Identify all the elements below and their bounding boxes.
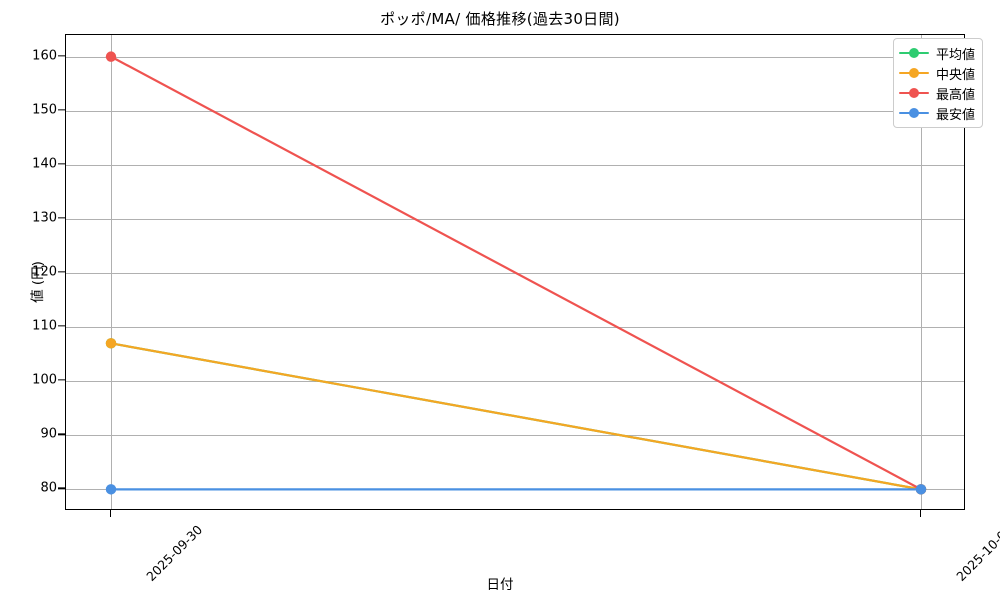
series-layer xyxy=(105,51,927,495)
data-point-marker xyxy=(915,484,927,495)
gridline-vertical xyxy=(921,35,922,509)
gridline-horizontal xyxy=(66,164,964,166)
y-tick-mark xyxy=(58,325,65,327)
chart-legend: 平均値中央値最高値最安値 xyxy=(893,38,984,128)
y-tick-label: 80 xyxy=(40,480,57,496)
y-tick-mark xyxy=(58,379,65,381)
y-tick-mark xyxy=(58,163,65,165)
y-tick-label: 140 xyxy=(32,156,57,172)
data-point-marker xyxy=(105,484,117,495)
y-tick-label: 120 xyxy=(32,264,57,280)
legend-label: 最安値 xyxy=(936,107,976,123)
x-tick-mark xyxy=(920,510,922,517)
gridline-horizontal xyxy=(66,218,964,220)
legend-label: 最高値 xyxy=(936,87,976,103)
gridline-horizontal xyxy=(66,327,964,329)
legend-swatch-icon xyxy=(899,106,929,120)
y-tick-mark xyxy=(58,433,65,435)
gridline-vertical xyxy=(111,35,112,509)
series-line-中央値 xyxy=(109,342,923,491)
y-tick-mark xyxy=(58,109,65,111)
y-tick-label: 90 xyxy=(40,426,57,442)
gridline-horizontal xyxy=(66,381,964,383)
data-point-marker xyxy=(105,338,117,349)
chart-title: ポッポ/MA/ 価格推移(過去30日間) xyxy=(380,10,620,28)
x-tick-mark xyxy=(110,510,112,517)
y-tick-label: 100 xyxy=(32,372,57,388)
data-point-marker xyxy=(105,51,117,62)
y-tick-mark xyxy=(58,217,65,219)
series-line-最高値 xyxy=(109,55,923,491)
legend-label: 中央値 xyxy=(936,67,976,83)
legend-item-中央値[interactable]: 中央値 xyxy=(899,63,975,83)
y-tick-label: 110 xyxy=(32,318,57,334)
legend-swatch-icon xyxy=(899,86,929,100)
y-tick-mark xyxy=(58,487,65,490)
y-tick-label: 160 xyxy=(32,48,57,64)
y-tick-label: 130 xyxy=(32,210,57,226)
y-tick-mark xyxy=(58,271,65,273)
legend-item-最高値[interactable]: 最高値 xyxy=(899,83,975,103)
y-tick-mark xyxy=(58,54,65,57)
plot-area xyxy=(65,34,965,510)
x-axis-label: 日付 xyxy=(486,577,514,593)
legend-item-平均値[interactable]: 平均値 xyxy=(899,43,975,63)
y-tick-label: 150 xyxy=(32,102,57,118)
legend-label: 平均値 xyxy=(936,47,976,63)
y-axis-label: 値 (円) xyxy=(30,261,46,303)
legend-item-最安値[interactable]: 最安値 xyxy=(899,103,975,123)
gridline-horizontal xyxy=(66,56,964,58)
gridline-horizontal xyxy=(66,435,964,437)
legend-swatch-icon xyxy=(899,46,929,60)
gridline-horizontal xyxy=(66,110,964,112)
legend-swatch-icon xyxy=(899,66,929,80)
